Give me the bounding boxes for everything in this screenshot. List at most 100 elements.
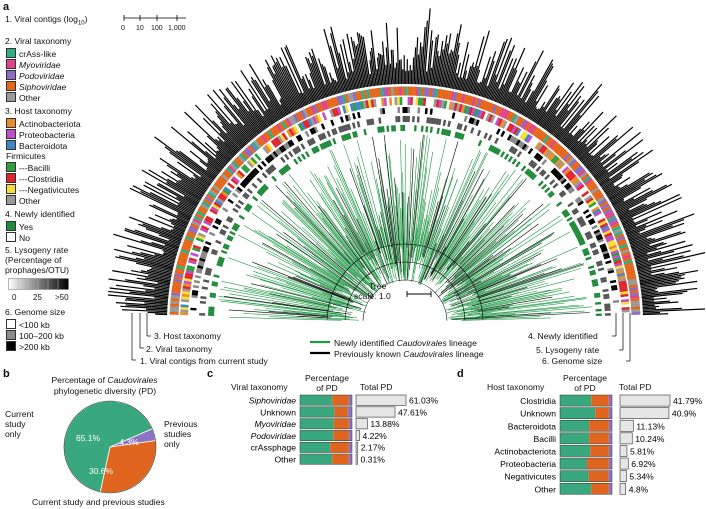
viral-ring-segment (611, 225, 621, 232)
contig-spike (352, 71, 358, 90)
contig-spike (642, 311, 661, 314)
viral-ring-segment (213, 182, 223, 190)
contig-spike (639, 271, 680, 281)
tree-branch (281, 287, 362, 311)
total-pd-bar (619, 407, 670, 420)
tree-branch (357, 156, 391, 272)
contig-spike (216, 150, 230, 163)
viral-ring-segment (616, 238, 627, 245)
newly-legend-item: Yes (6, 221, 33, 232)
contig-spike (149, 204, 189, 224)
total-pd-value: 4.22% (362, 431, 387, 441)
genome-ring-segment (200, 296, 207, 300)
host-ring-segment (324, 111, 330, 120)
stack-purple-segment (608, 458, 612, 470)
tree-branch (363, 205, 381, 254)
lysogeny-ring-segment (473, 118, 478, 126)
lysogeny-ring-segment (562, 180, 569, 187)
tree-branch (309, 170, 384, 288)
viral-ring-segment (630, 306, 641, 310)
contig-spike (433, 50, 439, 86)
host-ring-segment (621, 304, 630, 308)
tree-branch (456, 264, 541, 301)
host-ring-segment (578, 186, 587, 194)
lysogeny-ring-segment (535, 154, 542, 161)
host-ring-segment (534, 141, 542, 150)
contig-spike (626, 228, 646, 237)
contig-spike (178, 179, 204, 197)
host-ring-segment (465, 106, 471, 115)
contig-spike (144, 181, 196, 210)
genome-ring-segment (333, 128, 338, 135)
viral-ring-segment (548, 139, 557, 149)
host-ring-segment (205, 215, 214, 222)
viral-ring-segment (176, 262, 186, 268)
tree-branch (470, 264, 585, 302)
host-ring-segment (448, 101, 453, 110)
newly-ring-segment (213, 274, 220, 278)
contig-spike (448, 24, 462, 89)
host-ring-segment (246, 160, 255, 168)
tree-branch (312, 255, 373, 299)
contig-spike (638, 266, 678, 276)
total-pd-value: 4.8% (629, 484, 649, 494)
contig-spike (248, 110, 264, 132)
tree-branch (454, 310, 585, 320)
contig-spike (353, 41, 363, 88)
contig-spike (427, 40, 434, 86)
phylogenetic-tree (218, 134, 593, 321)
viral-ring-segment (222, 171, 232, 180)
host-ring-segment (189, 254, 198, 260)
viral-ring-segment (302, 108, 309, 119)
viral-legend-label: Myoviridae (19, 60, 61, 70)
host-ring-segment (513, 126, 520, 136)
lysogeny-ring-segment (200, 252, 208, 258)
tree-branch (453, 294, 547, 313)
genome-ring-segment (591, 248, 599, 254)
newly-ring-segment (386, 125, 390, 132)
tree-branch (281, 202, 367, 285)
viral-ring-segment (627, 275, 637, 281)
lysogeny-ring-segment (209, 229, 217, 235)
viral-legend-label: Podoviridae (19, 71, 65, 81)
newly-ring-segment (529, 172, 536, 179)
tree-branch (286, 245, 365, 297)
contig-spike (456, 41, 469, 90)
viral-ring-segment (239, 152, 248, 162)
contig-spike (285, 45, 312, 104)
viral-ring-segment (170, 297, 180, 302)
stack-green-segment (560, 407, 596, 419)
host-ring-segment (468, 106, 474, 116)
contig-spike (145, 308, 168, 311)
tree-branch (423, 141, 459, 258)
contig-spike (491, 44, 516, 101)
old-lineage-label: Previously known Caudovirales lineage (334, 349, 484, 359)
newly-ring-segment (572, 226, 579, 232)
viral-ring-segment (247, 145, 256, 154)
contig-spike (140, 190, 192, 218)
contig-spike (144, 277, 171, 283)
lysogeny-ring-segment (515, 139, 521, 146)
tree-branch (379, 170, 397, 271)
contig-spike (494, 58, 514, 102)
host-ring-segment (190, 252, 199, 258)
newly-ring-segment (527, 171, 534, 178)
contig-spike (436, 40, 444, 87)
viral-ring-segment (169, 306, 180, 310)
genome-legend-item: 100–200 kb (6, 330, 64, 341)
viral-ring-segment (623, 259, 633, 265)
lysogeny-ring-segment (274, 149, 281, 156)
host-ring-segment (617, 277, 627, 283)
tree-branch (429, 178, 485, 278)
contig-spike (317, 58, 332, 97)
newly-ring-segment (562, 210, 569, 217)
contig-spike (637, 269, 652, 274)
viral-ring-segment (609, 220, 619, 227)
tree-branch (275, 185, 351, 265)
viral-ring-segment (349, 92, 355, 102)
lysogeny-ring-segment (236, 186, 243, 193)
contig-spike (593, 139, 644, 178)
newly-ring-segment (456, 132, 461, 139)
tree-branch (356, 165, 383, 248)
viral-ring-segment (201, 200, 211, 208)
